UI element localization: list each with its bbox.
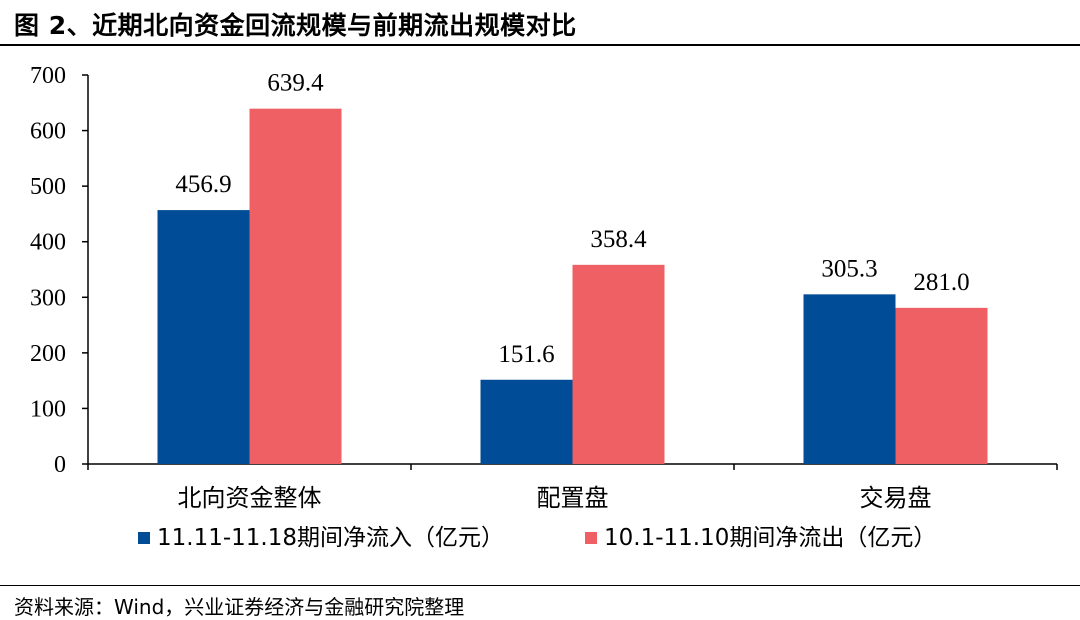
y-tick-label: 600 <box>30 119 66 145</box>
chart-title: 图 2、近期北向资金回流规模与前期流出规模对比 <box>14 11 577 40</box>
y-tick-label: 100 <box>30 396 66 422</box>
bar <box>895 307 988 464</box>
legend-label: 11.11-11.18期间净流入（亿元） <box>157 525 504 551</box>
bar <box>803 294 896 464</box>
y-tick-label: 700 <box>30 63 66 89</box>
bar <box>572 264 665 464</box>
y-tick-label: 400 <box>30 230 66 256</box>
y-tick-label: 300 <box>30 285 66 311</box>
legend-swatch <box>138 532 150 544</box>
legend-swatch <box>585 532 597 544</box>
title-rule <box>0 44 1080 46</box>
x-tick-label: 配置盘 <box>537 484 609 512</box>
bar-chart: 0 100 200 300 400 500 600 700 北向资金整体 456.9 639.4 配置… <box>30 63 1058 551</box>
data-label: 456.9 <box>175 171 231 198</box>
data-label: 358.4 <box>590 226 647 253</box>
data-label: 151.6 <box>498 341 554 368</box>
bar <box>157 210 250 464</box>
legend-label: 10.1-11.10期间净流出（亿元） <box>604 525 936 551</box>
source-note: 资料来源：Wind，兴业证券经济与金融研究院整理 <box>14 595 465 619</box>
x-tick-label: 交易盘 <box>860 484 932 512</box>
data-label: 305.3 <box>821 255 877 282</box>
y-tick-label: 200 <box>30 341 66 367</box>
data-label: 639.4 <box>267 70 324 97</box>
x-tick-label: 北向资金整体 <box>178 484 322 512</box>
bar <box>480 379 573 464</box>
source-rule <box>0 585 1080 586</box>
y-tick-label: 0 <box>54 452 66 478</box>
data-label: 281.0 <box>913 269 969 296</box>
y-tick-label: 500 <box>30 174 66 200</box>
bar <box>249 108 342 465</box>
